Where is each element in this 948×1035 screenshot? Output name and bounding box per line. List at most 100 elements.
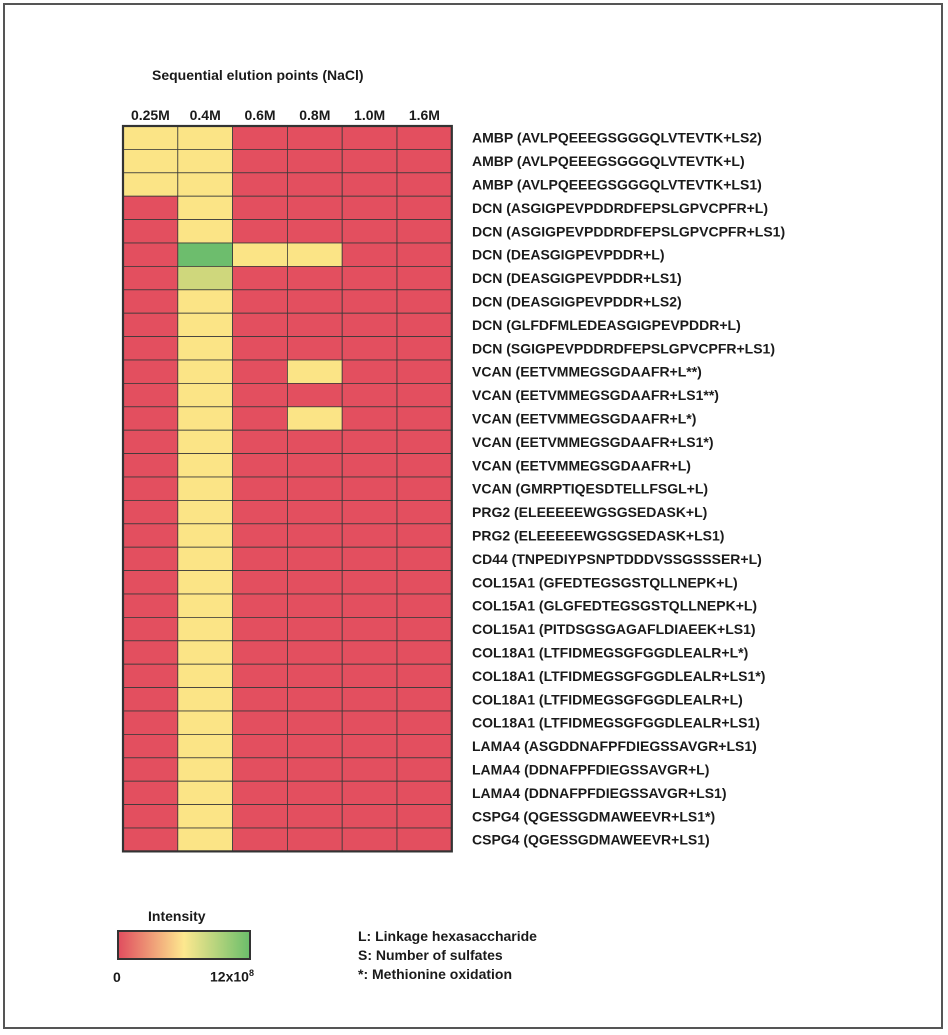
heatmap-cell (122, 780, 179, 806)
heatmap-cell (286, 148, 343, 174)
heatmap-cell (232, 780, 288, 806)
heatmap-cell (286, 265, 343, 291)
heatmap-cell (286, 804, 343, 829)
heatmap-cell (122, 242, 179, 267)
row-label: VCAN (EETVMMEGSGDAAFR+L) (472, 457, 691, 473)
heatmap-cell (286, 476, 343, 501)
heatmap-cell (396, 195, 453, 220)
column-label: 1.6M (409, 107, 440, 123)
heatmap-cell (177, 429, 234, 455)
heatmap-cell (341, 640, 398, 665)
note-linkage: L: Linkage hexasaccharide (358, 927, 537, 946)
heatmap-cell (341, 265, 398, 291)
heatmap-cell (122, 663, 179, 689)
colorbar-title: Intensity (148, 908, 206, 924)
heatmap-cell (232, 640, 288, 665)
heatmap-cell (286, 499, 343, 525)
row-label: DCN (DEASGIGPEVPDDR+LS1) (472, 270, 682, 286)
row-label: CSPG4 (QGESSGDMAWEEVR+LS1*) (472, 808, 715, 824)
heatmap-cell (396, 617, 453, 642)
heatmap-cell (396, 406, 453, 431)
heatmap-cell (286, 406, 343, 431)
heatmap-cell (286, 663, 343, 689)
heatmap-cell (177, 663, 234, 689)
heatmap-cell (341, 195, 398, 220)
heatmap-cell (122, 359, 179, 384)
heatmap-cell (122, 523, 179, 548)
heatmap-cell (232, 406, 288, 431)
heatmap-cell (232, 523, 288, 548)
heatmap-cell (396, 359, 453, 384)
heatmap-cell (177, 406, 234, 431)
heatmap-cell (177, 453, 234, 478)
note-text: Methionine oxidation (372, 966, 513, 982)
heatmap-cell (396, 382, 453, 408)
heatmap-cell (286, 593, 343, 618)
heatmap-cell (286, 570, 343, 595)
heatmap-cell (232, 195, 288, 220)
note-oxidation: *: Methionine oxidation (358, 965, 537, 984)
heatmap-cell (122, 265, 179, 291)
heatmap-cell (286, 780, 343, 806)
heatmap-cell (122, 429, 179, 455)
heatmap-cell (341, 336, 398, 361)
heatmap-cell (341, 499, 398, 525)
heatmap-cell (396, 499, 453, 525)
heatmap-cell (341, 593, 398, 618)
heatmap-cell (232, 570, 288, 595)
heatmap-cell (286, 382, 343, 408)
heatmap-cell (396, 523, 453, 548)
heatmap-cell (177, 710, 234, 735)
heatmap-cell (177, 804, 234, 829)
heatmap-cell (177, 172, 234, 197)
heatmap-cell (286, 359, 343, 384)
row-label: PRG2 (ELEEEEEWGSGSEDASK+L) (472, 504, 707, 520)
heatmap-cell (286, 125, 343, 150)
heatmap-cell (232, 546, 288, 572)
heatmap-cell (232, 148, 288, 174)
row-label: COL15A1 (GLGFEDTEGSGSTQLLNEPK+L) (472, 598, 757, 614)
heatmap-cell (341, 429, 398, 455)
heatmap-cell (396, 219, 453, 244)
heatmap-cell (122, 172, 179, 197)
chart-title: Sequential elution points (NaCl) (152, 67, 364, 83)
heatmap-cell (341, 289, 398, 314)
note-symbol: S: (358, 947, 372, 963)
heatmap-cell (341, 125, 398, 150)
row-label: VCAN (GMRPTIQESDTELLFSGL+L) (472, 481, 708, 497)
heatmap-cell (177, 546, 234, 572)
heatmap-cell (341, 804, 398, 829)
heatmap-cell (396, 640, 453, 665)
heatmap-cell (341, 219, 398, 244)
heatmap-cell (122, 406, 179, 431)
heatmap-cell (177, 336, 234, 361)
heatmap-cell (286, 312, 343, 338)
heatmap-cell (122, 570, 179, 595)
heatmap-cell (341, 172, 398, 197)
heatmap-cell (341, 687, 398, 712)
heatmap-cell (177, 382, 234, 408)
heatmap-cell (122, 710, 179, 735)
heatmap-cell (232, 499, 288, 525)
heatmap-cell (396, 125, 453, 150)
heatmap-cell (286, 453, 343, 478)
intensity-colorbar (117, 930, 251, 960)
column-label: 1.0M (354, 107, 385, 123)
row-label: DCN (DEASGIGPEVPDDR+LS2) (472, 294, 682, 310)
heatmap-cell (177, 476, 234, 501)
heatmap-cell (286, 687, 343, 712)
figure-frame (3, 3, 943, 1029)
heatmap-cell (177, 827, 234, 852)
heatmap-cell (286, 734, 343, 759)
heatmap-cell (341, 663, 398, 689)
heatmap-cell (286, 336, 343, 361)
heatmap-cell (286, 172, 343, 197)
row-label: DCN (ASGIGPEVPDDRDFEPSLGPVCPFR+LS1) (472, 223, 785, 239)
heatmap-cell (286, 710, 343, 735)
heatmap-cell (396, 172, 453, 197)
heatmap-cell (177, 640, 234, 665)
heatmap-cell (396, 687, 453, 712)
heatmap-cell (177, 780, 234, 806)
note-symbol: L: (358, 928, 372, 944)
heatmap-cell (177, 265, 234, 291)
